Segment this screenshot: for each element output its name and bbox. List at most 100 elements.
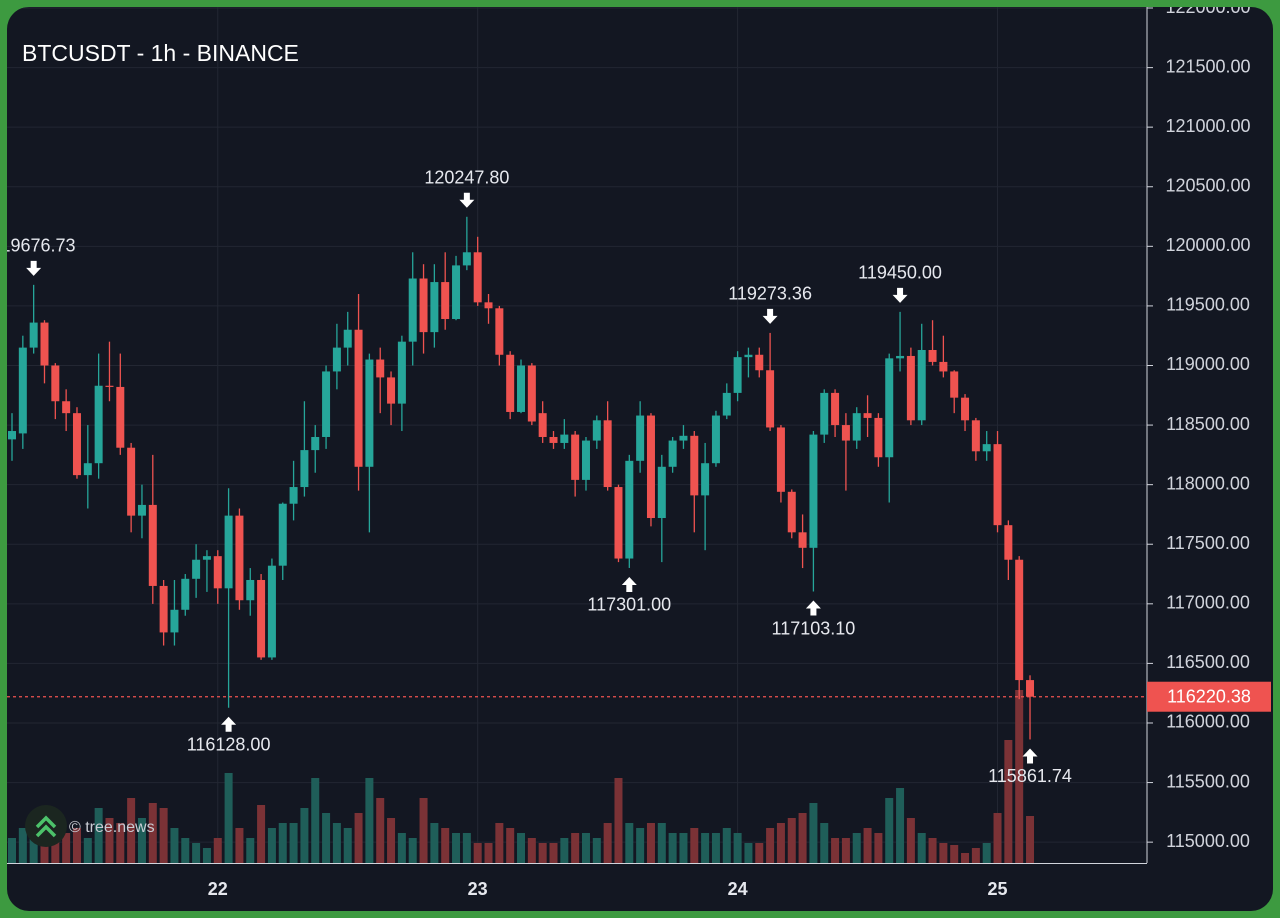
candle-body bbox=[235, 515, 244, 601]
volume-bar bbox=[235, 828, 244, 863]
volume-bar bbox=[267, 828, 276, 863]
volume-bar bbox=[94, 808, 103, 863]
y-tick-label: 116000.00 bbox=[1166, 712, 1250, 732]
candle-body bbox=[928, 350, 937, 362]
volume-bar bbox=[755, 843, 764, 863]
candle-body bbox=[971, 420, 980, 452]
candle-body bbox=[657, 466, 666, 519]
candle-body bbox=[397, 341, 406, 404]
volume-bar bbox=[928, 838, 937, 863]
high-arrow bbox=[26, 260, 42, 276]
volume-bar bbox=[343, 828, 352, 863]
low-arrow bbox=[621, 576, 637, 592]
volume-bar bbox=[885, 798, 894, 863]
candle-body bbox=[51, 365, 60, 402]
candle-body bbox=[885, 358, 894, 458]
candle-body bbox=[625, 460, 634, 559]
volume-bar bbox=[820, 823, 829, 863]
candle-body bbox=[495, 308, 504, 355]
candle-body bbox=[452, 265, 461, 320]
candle-pane bbox=[8, 216, 1035, 740]
candle-body bbox=[766, 370, 775, 428]
candle-body bbox=[993, 444, 1002, 526]
candle-body bbox=[852, 413, 861, 441]
volume-bar bbox=[202, 848, 211, 863]
volume-bar bbox=[809, 803, 818, 863]
volume-bar bbox=[257, 805, 266, 863]
volume-bar bbox=[159, 808, 168, 863]
volume-bar bbox=[506, 828, 515, 863]
candle-body bbox=[332, 347, 341, 372]
volume-bar bbox=[278, 823, 287, 863]
volume-bar bbox=[1026, 816, 1035, 863]
candle-body bbox=[592, 420, 601, 441]
volume-bar bbox=[484, 843, 493, 863]
y-tick-label: 118500.00 bbox=[1166, 414, 1250, 434]
candle-body bbox=[83, 463, 92, 476]
candle-body bbox=[571, 434, 580, 480]
volume-bar bbox=[690, 828, 699, 863]
last-price-label: 116220.38 bbox=[1167, 686, 1251, 706]
candle-body bbox=[419, 278, 428, 333]
candle-body bbox=[224, 515, 233, 589]
candle-body bbox=[202, 556, 211, 560]
candle-body bbox=[874, 417, 883, 458]
candle-body bbox=[603, 420, 612, 488]
candle-body bbox=[527, 365, 536, 422]
volume-bar bbox=[83, 838, 92, 863]
y-tick-label: 115000.00 bbox=[1166, 831, 1250, 851]
volume-bar bbox=[40, 838, 49, 863]
volume-bar bbox=[365, 778, 374, 863]
candle-body bbox=[127, 447, 136, 516]
candle-body bbox=[636, 415, 645, 461]
candle-body bbox=[441, 282, 450, 320]
candle-body bbox=[517, 365, 526, 412]
candle-body bbox=[906, 355, 915, 421]
volume-bar bbox=[246, 838, 255, 863]
candle-body bbox=[137, 504, 146, 516]
low-label: 117301.00 bbox=[587, 595, 671, 615]
candle-body bbox=[646, 415, 655, 519]
candle-body bbox=[809, 434, 818, 548]
volume-bar bbox=[473, 843, 482, 863]
last-price-box bbox=[1147, 681, 1271, 712]
volume-bar bbox=[961, 853, 970, 863]
x-tick-label: 24 bbox=[728, 879, 748, 899]
volume-bar bbox=[224, 773, 233, 863]
logo-chevrons bbox=[35, 815, 57, 838]
y-tick-label: 118000.00 bbox=[1166, 473, 1250, 493]
y-tick-label: 122000.00 bbox=[1165, 0, 1250, 17]
volume-bar bbox=[192, 843, 201, 863]
volume-bar bbox=[549, 843, 558, 863]
candle-body bbox=[755, 354, 764, 371]
logo bbox=[25, 805, 67, 847]
volume-bar bbox=[300, 808, 309, 863]
volume-bar bbox=[950, 845, 959, 863]
volume-bar bbox=[322, 813, 331, 863]
candle-body bbox=[690, 435, 699, 496]
candle-body bbox=[462, 252, 471, 266]
candle-body bbox=[300, 450, 309, 488]
volume-bar bbox=[787, 818, 796, 863]
volume-bar bbox=[711, 833, 720, 863]
candle-body bbox=[246, 579, 255, 601]
candle-body bbox=[820, 392, 829, 435]
volume-pane bbox=[8, 690, 1035, 863]
volume-bar bbox=[62, 833, 71, 863]
volume-bar bbox=[452, 833, 461, 863]
volume-bar bbox=[419, 798, 428, 863]
volume-bar bbox=[116, 823, 125, 863]
volume-bar bbox=[701, 833, 710, 863]
candle-body bbox=[668, 440, 677, 467]
volume-bar bbox=[289, 823, 298, 863]
volume-bar bbox=[733, 833, 742, 863]
candle-body bbox=[365, 359, 374, 467]
volume-bar bbox=[170, 828, 179, 863]
annotations: 119676.73 116128.00 120247.80 117301.00 1192… bbox=[7, 168, 1147, 786]
x-tick-label: 23 bbox=[468, 879, 488, 899]
candle-body bbox=[376, 359, 385, 378]
volume-bar bbox=[560, 838, 569, 863]
panel-content: 119676.73 116128.00 120247.80 117301.00 1192… bbox=[7, 0, 1271, 899]
axes bbox=[7, 7, 1148, 864]
